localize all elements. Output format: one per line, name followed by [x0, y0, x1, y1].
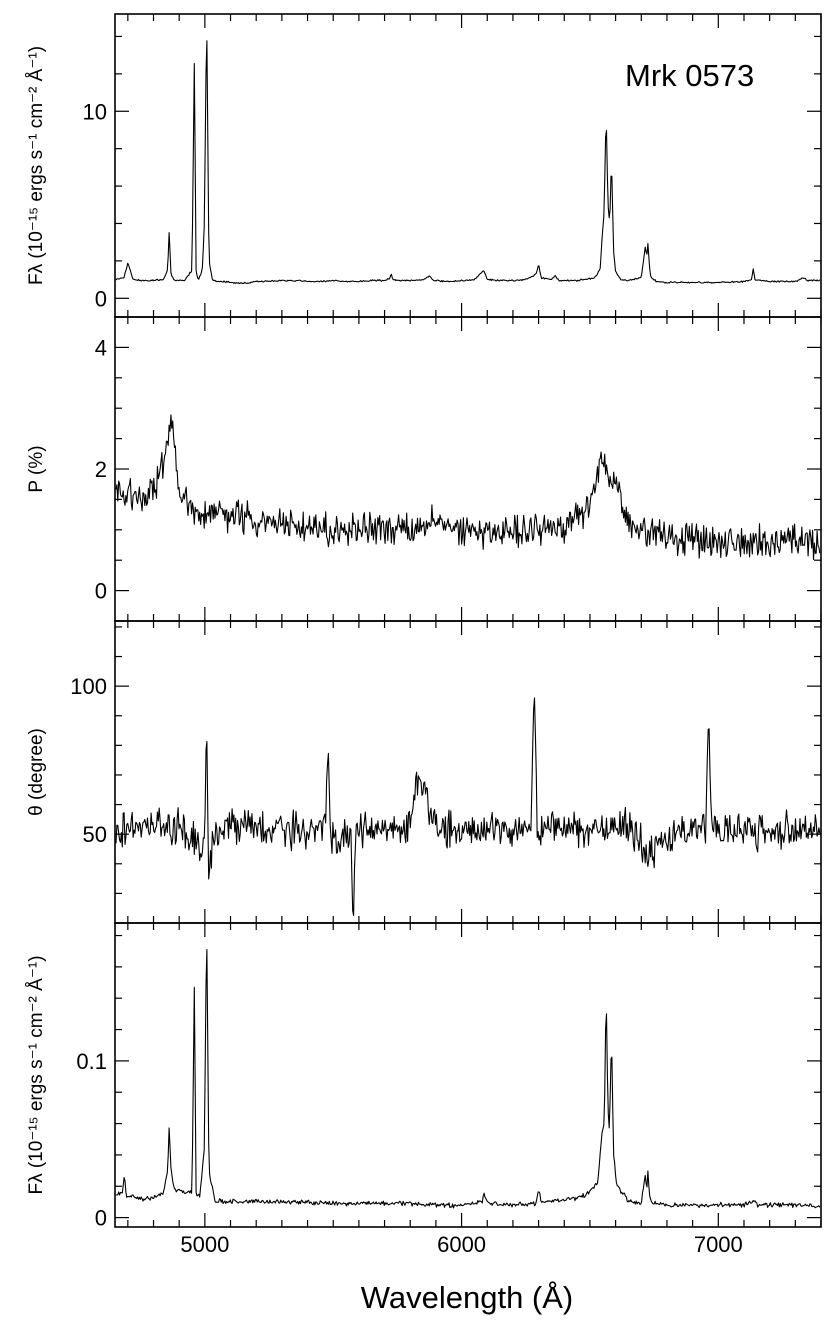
spectrum-line [115, 948, 821, 1209]
plot-frame [114, 620, 822, 924]
y-tick-label: 0 [95, 286, 107, 311]
y-tick-label: 0 [95, 579, 107, 604]
y-tick-label: 2 [95, 457, 107, 482]
panel-4-y-tick-labels: 0 0.1 [76, 1049, 107, 1231]
panel-2-y-axis-label: P (%) [26, 445, 47, 492]
plot-frame [114, 316, 822, 622]
plot-frame [114, 922, 822, 1228]
object-label: Mrk 0573 [625, 58, 754, 93]
x-tick-label: 5000 [180, 1232, 229, 1257]
panel-4 [114, 922, 822, 1228]
spectrum-line [115, 414, 821, 561]
panel-1-y-tick-labels: 0 10 [83, 99, 107, 311]
spectrum-line [115, 697, 821, 916]
y-tick-label: 4 [95, 335, 107, 360]
y-tick-label: 50 [83, 822, 107, 847]
panel-3-y-axis-label: θ (degree) [26, 728, 47, 816]
x-axis-label: Wavelength (Å) [361, 1280, 574, 1315]
x-tick-label: 7000 [694, 1232, 743, 1257]
panel-2-y-tick-labels: 0 2 4 [95, 335, 107, 603]
x-tick-label: 6000 [437, 1232, 486, 1257]
panels-group [114, 13, 822, 1228]
y-tick-label: 100 [70, 674, 107, 699]
panel-1-y-axis-label: Fλ (10⁻¹⁵ ergs s⁻¹ cm⁻² Å⁻¹) [26, 46, 47, 285]
panel-3-y-tick-labels: 50 100 [70, 674, 107, 847]
y-tick-label: 10 [83, 99, 107, 124]
spectrum-line [115, 40, 821, 285]
panel-4-y-axis-label: Fλ (10⁻¹⁵ ergs s⁻¹ cm⁻² Å⁻¹) [26, 955, 47, 1194]
y-tick-label: 0.1 [76, 1049, 107, 1074]
panel-2 [114, 316, 822, 622]
y-tick-label: 0 [95, 1206, 107, 1231]
x-tick-labels: 5000 6000 7000 [180, 1232, 742, 1257]
panel-3 [114, 620, 822, 924]
